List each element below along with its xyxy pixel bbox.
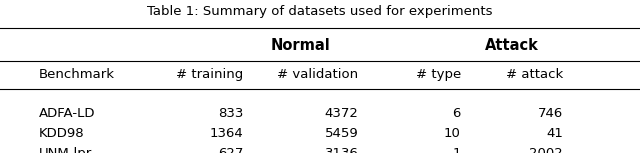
Text: 6: 6 xyxy=(452,107,461,120)
Text: ADFA-LD: ADFA-LD xyxy=(38,107,95,120)
Text: Benchmark: Benchmark xyxy=(38,68,115,81)
Text: Table 1: Summary of datasets used for experiments: Table 1: Summary of datasets used for ex… xyxy=(147,5,493,18)
Text: 833: 833 xyxy=(218,107,243,120)
Text: UNM-lpr: UNM-lpr xyxy=(38,147,92,153)
Text: Attack: Attack xyxy=(485,38,539,53)
Text: 2002: 2002 xyxy=(529,147,563,153)
Text: # training: # training xyxy=(176,68,243,81)
Text: 4372: 4372 xyxy=(324,107,358,120)
Text: 627: 627 xyxy=(218,147,243,153)
Text: # attack: # attack xyxy=(506,68,563,81)
Text: Normal: Normal xyxy=(271,38,331,53)
Text: KDD98: KDD98 xyxy=(38,127,84,140)
Text: 10: 10 xyxy=(444,127,461,140)
Text: # validation: # validation xyxy=(277,68,358,81)
Text: 1: 1 xyxy=(452,147,461,153)
Text: 5459: 5459 xyxy=(324,127,358,140)
Text: 3136: 3136 xyxy=(324,147,358,153)
Text: 746: 746 xyxy=(538,107,563,120)
Text: # type: # type xyxy=(415,68,461,81)
Text: 41: 41 xyxy=(547,127,563,140)
Text: 1364: 1364 xyxy=(209,127,243,140)
